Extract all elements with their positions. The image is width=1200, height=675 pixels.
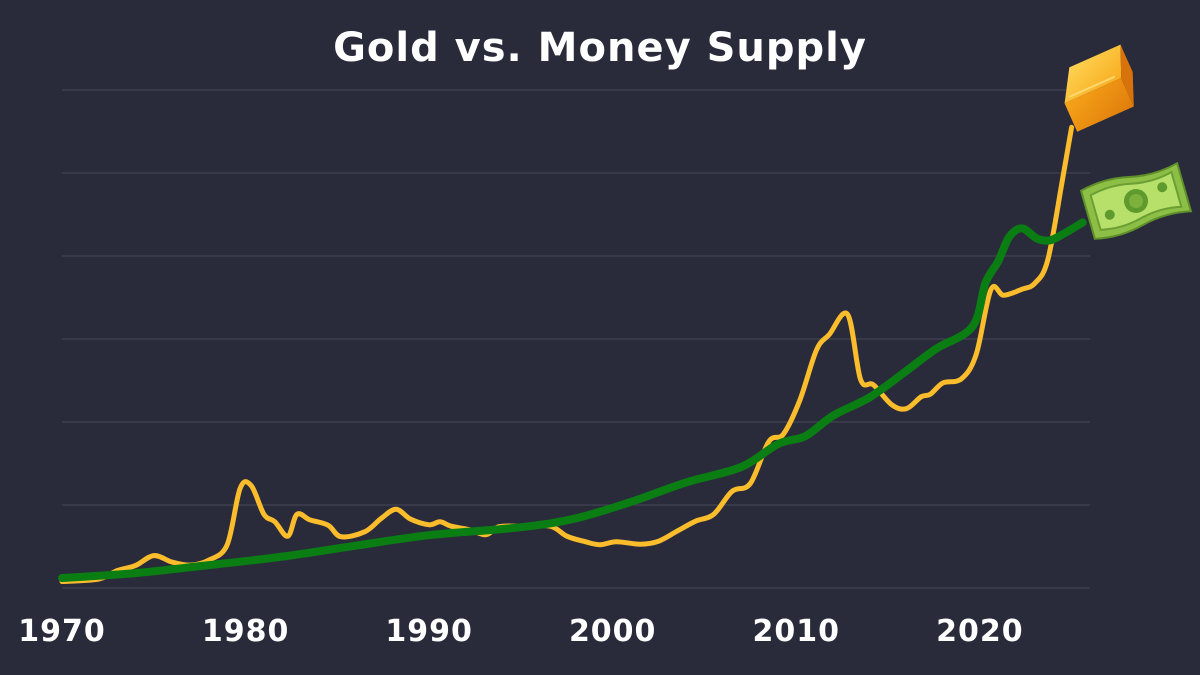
dollar-bill-icon	[1079, 161, 1193, 240]
x-tick-label: 2000	[569, 614, 657, 649]
x-tick-label: 1990	[385, 614, 473, 649]
x-tick-label: 2020	[936, 614, 1024, 649]
gold-price-line	[59, 124, 1075, 584]
chart-title: Gold vs. Money Supply	[333, 25, 867, 71]
x-tick-label: 1980	[202, 614, 290, 649]
x-tick-label: 1970	[18, 614, 106, 649]
grid-lines	[62, 89, 1090, 589]
x-axis-tick-labels: 1970 1980 1990 2000 2010 2020	[18, 614, 1024, 649]
series-lines	[58, 124, 1087, 584]
money-supply-line	[58, 218, 1087, 582]
gold-bar-icon	[1064, 44, 1134, 132]
x-tick-label: 2010	[753, 614, 841, 649]
